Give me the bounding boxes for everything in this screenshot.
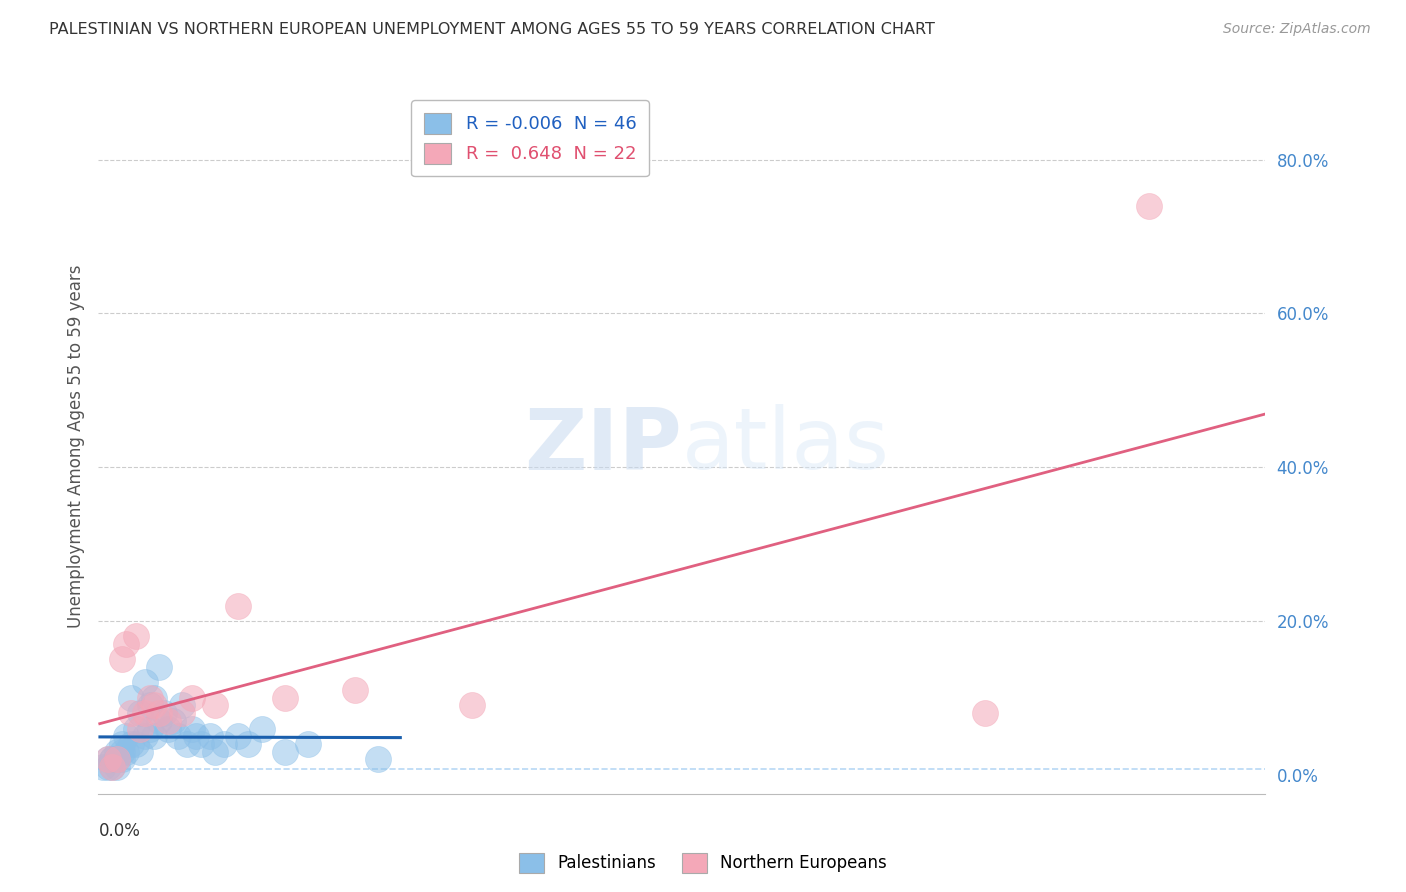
Point [139,690,162,705]
Point [204,745,226,759]
Point [162,714,184,728]
Point [204,698,226,713]
Point [157,714,180,728]
Point [166,729,188,743]
Point [120,690,142,705]
Point [115,637,138,651]
Point [97,752,120,766]
Point [250,722,273,736]
Point [297,737,319,751]
Point [115,745,138,759]
Point [214,737,236,751]
Y-axis label: Unemployment Among Ages 55 to 59 years: Unemployment Among Ages 55 to 59 years [66,264,84,628]
Point [157,722,180,736]
Point [1137,199,1160,213]
Point [148,706,170,721]
Point [176,737,198,751]
Text: ZIP: ZIP [524,404,682,488]
Point [125,722,148,736]
Point [228,729,250,743]
Point [134,729,156,743]
Point [134,706,156,721]
Point [120,737,142,751]
Point [186,729,208,743]
Point [461,698,484,713]
Point [228,599,250,613]
Point [129,722,152,736]
Point [129,745,152,759]
Point [974,706,997,721]
Point [97,760,120,774]
Point [190,737,212,751]
Point [274,745,297,759]
Point [115,729,138,743]
Point [172,706,194,721]
Point [139,722,162,736]
Point [143,729,166,743]
Point [344,683,367,698]
Point [148,714,170,728]
Point [91,760,114,774]
Point [120,706,142,721]
Point [129,706,152,721]
Point [143,690,166,705]
Point [236,737,259,751]
Point [105,752,128,766]
Point [101,760,124,774]
Point [143,698,166,713]
Point [148,660,170,674]
Text: PALESTINIAN VS NORTHERN EUROPEAN UNEMPLOYMENT AMONG AGES 55 TO 59 YEARS CORRELAT: PALESTINIAN VS NORTHERN EUROPEAN UNEMPLO… [49,22,935,37]
Point [367,752,389,766]
Point [111,737,134,751]
Point [111,752,134,766]
Text: 0.0%: 0.0% [98,822,141,839]
Point [152,706,174,721]
Point [101,752,124,766]
Point [200,729,222,743]
Point [105,752,128,766]
Point [111,652,134,666]
Legend: R = -0.006  N = 46, R =  0.648  N = 22: R = -0.006 N = 46, R = 0.648 N = 22 [412,100,650,177]
Point [139,698,162,713]
Point [101,752,124,766]
Legend: Palestinians, Northern Europeans: Palestinians, Northern Europeans [513,847,893,880]
Text: atlas: atlas [682,404,890,488]
Point [125,629,148,643]
Point [111,745,134,759]
Point [105,760,128,774]
Point [274,690,297,705]
Text: Source: ZipAtlas.com: Source: ZipAtlas.com [1223,22,1371,37]
Point [101,760,124,774]
Point [125,737,148,751]
Point [172,698,194,713]
Point [180,722,202,736]
Point [134,675,156,690]
Point [105,745,128,759]
Point [97,752,120,766]
Point [180,690,202,705]
